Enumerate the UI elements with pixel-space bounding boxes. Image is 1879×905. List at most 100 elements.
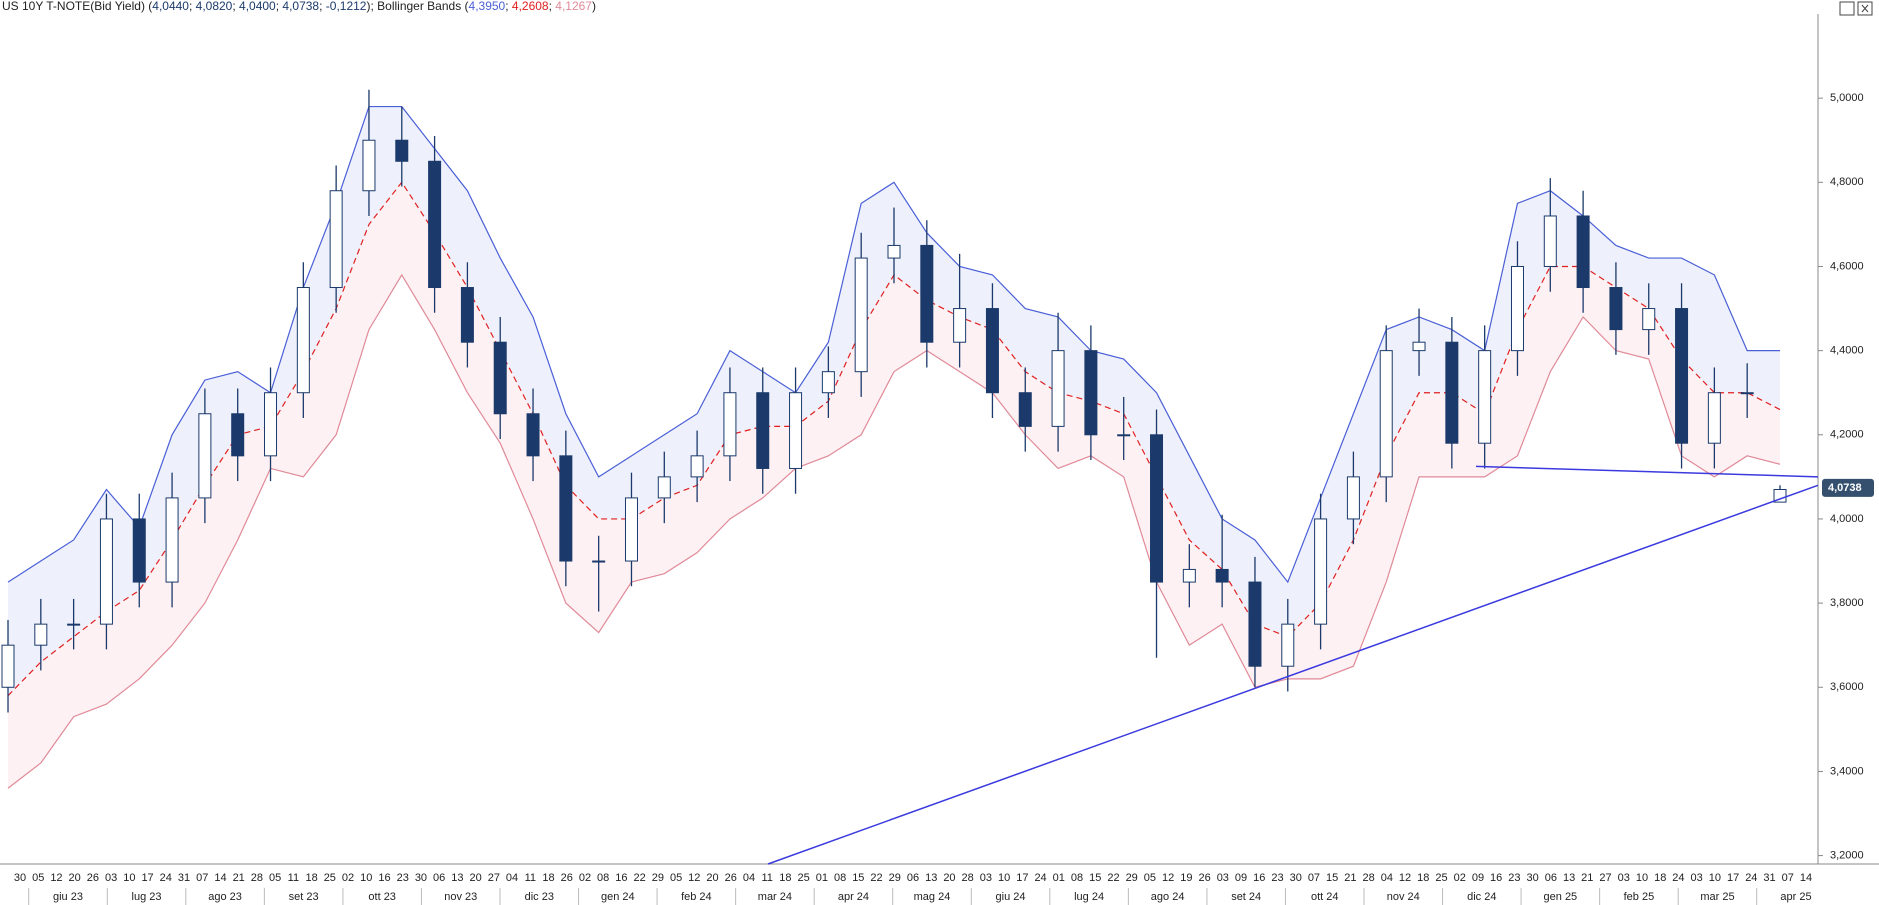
day-tick-label: 11 bbox=[525, 872, 536, 884]
candle-body bbox=[1609, 287, 1623, 331]
candle-body bbox=[1412, 341, 1426, 352]
header-part: ) bbox=[592, 0, 596, 13]
day-tick-label: 04 bbox=[743, 872, 755, 884]
candle-body bbox=[264, 392, 278, 457]
day-tick-label: 16 bbox=[378, 872, 390, 884]
candle-body bbox=[1445, 341, 1459, 444]
candle-body bbox=[1, 644, 15, 688]
band-fill-upper bbox=[8, 106, 1780, 696]
header-part: ; bbox=[232, 0, 239, 13]
header-part: 4,3950 bbox=[469, 0, 506, 13]
candle-body bbox=[920, 244, 934, 343]
day-tick-label: 29 bbox=[889, 872, 901, 884]
day-tick-label: 13 bbox=[1563, 872, 1575, 884]
day-tick-label: 05 bbox=[670, 872, 682, 884]
header-part: 4,0820 bbox=[196, 0, 233, 13]
header-part: 4,1267 bbox=[555, 0, 592, 13]
day-tick-label: 03 bbox=[1691, 872, 1703, 884]
trendline bbox=[767, 484, 1819, 865]
candle-body bbox=[559, 455, 573, 562]
trendline bbox=[1475, 465, 1819, 478]
day-tick-label: 05 bbox=[32, 872, 44, 884]
day-tick-label: 14 bbox=[214, 872, 226, 884]
day-tick-label: 24 bbox=[1745, 872, 1757, 884]
day-tick-label: 05 bbox=[1144, 872, 1156, 884]
candle-body bbox=[1675, 308, 1689, 444]
day-tick-label: 07 bbox=[1782, 872, 1794, 884]
day-tick-label: 13 bbox=[925, 872, 937, 884]
y-tick-label: 4,4000 bbox=[1830, 345, 1864, 357]
day-tick-label: 06 bbox=[1545, 872, 1557, 884]
y-tick-label: 3,6000 bbox=[1830, 681, 1864, 693]
month-tick-label: dic 23 bbox=[525, 891, 554, 903]
candle-body bbox=[1707, 392, 1721, 444]
month-tick-label: set 24 bbox=[1231, 891, 1261, 903]
y-tick-label: 4,0000 bbox=[1830, 513, 1864, 525]
header-part: ); Bollinger Bands ( bbox=[366, 0, 468, 13]
candle-body bbox=[592, 560, 606, 563]
day-tick-label: 28 bbox=[962, 872, 974, 884]
last-price-label: 4,0738 bbox=[1828, 482, 1862, 494]
candle-body bbox=[1314, 518, 1328, 625]
day-tick-label: 18 bbox=[305, 872, 317, 884]
day-tick-label: 20 bbox=[943, 872, 955, 884]
day-tick-label: 25 bbox=[1435, 872, 1447, 884]
candle-body bbox=[985, 308, 999, 394]
day-tick-label: 18 bbox=[779, 872, 791, 884]
day-tick-label: 30 bbox=[1290, 872, 1302, 884]
candle-body bbox=[1510, 265, 1524, 352]
band-fill-lower bbox=[8, 182, 1780, 789]
candle-body bbox=[1117, 434, 1131, 437]
day-tick-label: 25 bbox=[324, 872, 336, 884]
day-tick-label: 27 bbox=[1599, 872, 1611, 884]
y-tick-label: 3,2000 bbox=[1830, 849, 1864, 861]
day-tick-label: 22 bbox=[870, 872, 882, 884]
day-tick-label: 03 bbox=[105, 872, 117, 884]
day-tick-label: 29 bbox=[652, 872, 664, 884]
day-tick-label: 28 bbox=[251, 872, 263, 884]
candle-body bbox=[1773, 488, 1787, 503]
month-tick-label: gen 25 bbox=[1544, 891, 1578, 903]
y-tick-label: 3,8000 bbox=[1830, 597, 1864, 609]
day-tick-label: 20 bbox=[69, 872, 81, 884]
day-tick-label: 23 bbox=[397, 872, 409, 884]
day-tick-label: 04 bbox=[1381, 872, 1393, 884]
day-tick-label: 23 bbox=[1271, 872, 1283, 884]
day-tick-label: 16 bbox=[615, 872, 627, 884]
candle-body bbox=[1281, 623, 1295, 667]
day-tick-label: 15 bbox=[852, 872, 864, 884]
day-tick-label: 31 bbox=[1763, 872, 1775, 884]
month-tick-label: lug 23 bbox=[132, 891, 162, 903]
y-tick-label: 4,8000 bbox=[1830, 176, 1864, 188]
restore-button[interactable] bbox=[1839, 1, 1855, 16]
day-tick-label: 01 bbox=[816, 872, 828, 884]
candle-body bbox=[1018, 392, 1032, 427]
header-part: ; bbox=[319, 0, 326, 13]
day-tick-label: 20 bbox=[706, 872, 718, 884]
header-part: -0,1212 bbox=[326, 0, 367, 13]
day-tick-label: 22 bbox=[1107, 872, 1119, 884]
header-part: ; bbox=[276, 0, 283, 13]
candle-body bbox=[493, 341, 507, 415]
day-tick-label: 07 bbox=[1308, 872, 1320, 884]
candle-body bbox=[395, 139, 409, 162]
day-tick-label: 30 bbox=[14, 872, 26, 884]
day-tick-label: 13 bbox=[451, 872, 463, 884]
candle-body bbox=[723, 392, 737, 457]
day-tick-label: 30 bbox=[415, 872, 427, 884]
day-tick-label: 12 bbox=[1162, 872, 1174, 884]
day-tick-label: 04 bbox=[506, 872, 518, 884]
month-tick-label: ago 24 bbox=[1151, 891, 1185, 903]
day-tick-label: 21 bbox=[1344, 872, 1356, 884]
day-tick-label: 07 bbox=[196, 872, 208, 884]
month-tick-label: nov 23 bbox=[444, 891, 477, 903]
day-tick-label: 10 bbox=[360, 872, 372, 884]
candle-body bbox=[1740, 392, 1754, 395]
day-tick-label: 02 bbox=[1454, 872, 1466, 884]
candle-body bbox=[953, 308, 967, 343]
candle-body bbox=[657, 476, 671, 499]
day-tick-label: 05 bbox=[269, 872, 281, 884]
candle-body bbox=[132, 518, 146, 583]
day-tick-label: 12 bbox=[50, 872, 62, 884]
